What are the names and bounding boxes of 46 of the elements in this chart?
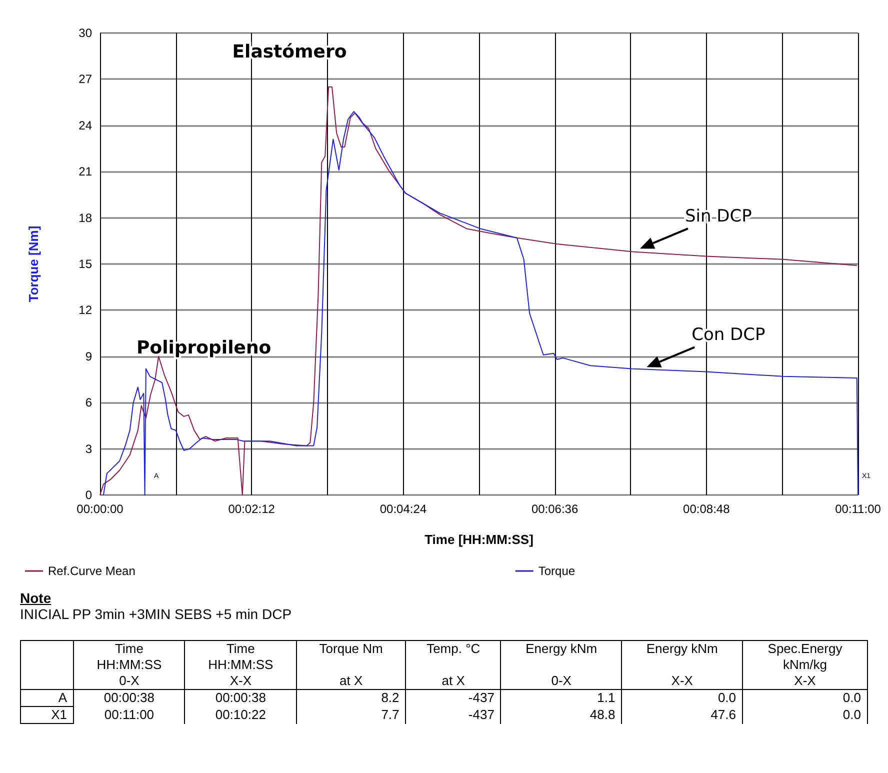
text: 00:11:00 [104,707,154,722]
y-tick-label: 21 [78,164,92,179]
category-label: Energy kNm X-X [646,641,718,688]
text: -437 [468,707,494,722]
y-tick-label: 3 [85,442,92,456]
text: 0.0 [842,690,861,706]
y-tick-label: 30 [78,26,92,40]
x-tick-label: 00:02:12 [228,502,276,516]
y-tick-label: 0 [85,488,92,502]
text: 0.0 [842,707,861,722]
text: 00:00:38 [215,690,266,706]
y-tick-label: 6 [85,396,92,410]
x-tick-label: 00:08:48 [683,502,730,516]
y-tick-label: 12 [78,303,92,318]
category-label: Energy kNm 0-X [526,641,598,688]
legend-label: Torque [538,564,576,578]
text: Note [20,590,52,606]
y-tick-label: 15 [78,257,92,271]
text: 1.1 [597,690,616,706]
y-tick-label: 24 [78,118,92,132]
x-tick-label: 00:11:00 [835,502,882,516]
category-label: Spec.Energy kNm/kg X-X [742,640,868,690]
category-label: A [58,690,67,705]
text: -437 [468,690,494,706]
y-axis-title: Torque [Nm] [26,226,41,302]
text: 8.2 [381,690,400,706]
x-tick-label: 00:04:24 [380,502,427,516]
x-tick-label: 00:06:36 [531,502,578,516]
text: INICIAL PP 3min +3MIN SEBS +5 min DCP [20,606,293,622]
y-tick-label: 18 [78,210,92,225]
text: 0.0 [718,690,736,706]
category-label: Temp. °C at X [426,641,480,688]
text: 48.8 [590,707,616,722]
legend-label: Ref.Curve Mean [48,564,136,578]
y-tick-label: 9 [85,349,92,364]
text: 47.6 [710,707,736,722]
y-tick-label: 27 [78,72,92,86]
category-label: Torque Nm at X [319,641,383,688]
x-tick-label: 00:00:00 [76,502,124,516]
text: 7.7 [381,707,400,722]
text: 00:10:22 [215,707,266,722]
category-label: Time HH:MM:SS 0-X [74,640,185,690]
category-label: X1 [51,707,67,722]
category-label: Time HH:MM:SS X-X [184,640,296,690]
text: 00:00:38 [104,690,155,706]
x-axis-title: Time [HH:MM:SS] [424,532,534,547]
